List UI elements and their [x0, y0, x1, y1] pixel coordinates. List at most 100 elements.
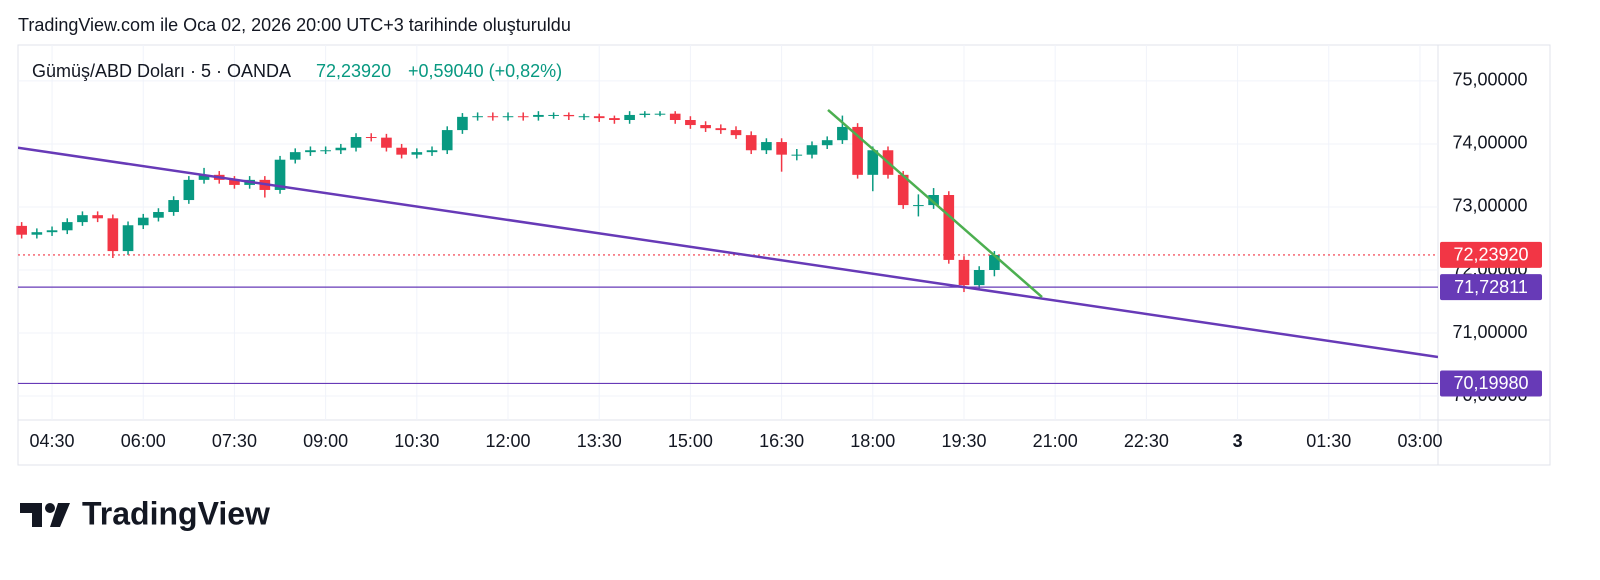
price-label: 72,23920 [1453, 245, 1528, 265]
candle-body [897, 174, 909, 206]
candle-body [61, 222, 73, 231]
x-tick-label: 10:30 [394, 431, 439, 451]
x-tick-label: 03:00 [1397, 431, 1442, 451]
candle-body [487, 116, 499, 118]
candle-body [685, 120, 696, 126]
x-tick-label: 19:30 [941, 431, 986, 451]
candle-body [335, 147, 347, 151]
candle-body [137, 217, 149, 226]
x-tick-label: 22:30 [1124, 431, 1169, 451]
candle-body [958, 259, 970, 286]
candle-body [533, 114, 544, 117]
y-tick-label: 75,00000 [1452, 70, 1527, 90]
candle-body [989, 254, 1000, 270]
logo: TradingView [20, 495, 270, 531]
candle-body [320, 150, 331, 152]
symbol: Gümüş/ABD Doları · 5 · OANDA [32, 61, 291, 81]
candle-body [609, 118, 620, 120]
x-tick-label: 06:00 [121, 431, 166, 451]
candle-body [624, 114, 635, 120]
candle-body [928, 195, 939, 206]
trend-line [827, 108, 1043, 299]
candle-body [761, 142, 772, 151]
candle-body [168, 200, 179, 213]
candle-body [776, 142, 787, 155]
x-tick-label: 01:30 [1306, 431, 1351, 451]
x-tick-label: 3 [1233, 431, 1243, 451]
candle-body [229, 179, 240, 185]
candle-body [700, 125, 711, 129]
caption: TradingView.com ile Oca 02, 2026 20:00 U… [18, 15, 571, 35]
candle-body [274, 159, 286, 190]
candle-body [745, 135, 757, 151]
candle-body [654, 113, 666, 115]
candle-body [715, 128, 727, 131]
x-tick-label: 04:30 [30, 431, 75, 451]
candle-body [31, 232, 43, 235]
candle-body [639, 113, 651, 115]
x-tick-label: 18:00 [850, 431, 895, 451]
candle-body [730, 130, 742, 136]
price-label: 71,72811 [1454, 277, 1528, 297]
candle-body [183, 179, 195, 201]
x-tick-label: 13:30 [577, 431, 622, 451]
candle-body [153, 212, 164, 218]
price-label-box [1440, 370, 1542, 397]
candle-body [943, 195, 955, 260]
y-tick-label: 74,00000 [1452, 133, 1527, 153]
price-label-box [1440, 241, 1542, 268]
candle-body [563, 114, 575, 117]
candle-body [548, 114, 559, 116]
candle-body [305, 150, 316, 153]
x-tick-label: 16:30 [759, 431, 804, 451]
candle-body [867, 150, 879, 175]
candle-body [396, 147, 407, 155]
candle-body [441, 130, 453, 151]
candle-body [593, 116, 605, 119]
candle-body [77, 215, 88, 223]
candle-body [806, 145, 818, 155]
last-price: 72,23920 [316, 61, 391, 81]
candle-body [16, 225, 27, 235]
candle-body [973, 270, 985, 286]
change: +0,59040 (+0,82%) [408, 61, 562, 81]
candle-body [791, 154, 803, 156]
x-tick-label: 09:00 [303, 431, 348, 451]
candle-body [122, 225, 134, 252]
grid [18, 45, 1438, 420]
candle-body [46, 230, 58, 233]
price-label-box [1440, 274, 1542, 301]
brand: TradingView [82, 495, 270, 531]
candle-body [381, 137, 392, 148]
candle-body [457, 116, 468, 131]
candle-body [426, 150, 438, 153]
overlays [18, 108, 1438, 385]
trend-line [18, 146, 1438, 359]
candle-body [578, 116, 590, 118]
candle-body [92, 215, 103, 219]
candle-body [852, 126, 863, 175]
x-tick-label: 15:00 [668, 431, 713, 451]
y-tick-label: 73,00000 [1452, 196, 1527, 216]
x-tick-label: 21:00 [1033, 431, 1078, 451]
candle-body [913, 205, 924, 207]
candle-body [350, 137, 362, 148]
candle-body [107, 218, 119, 252]
candle-body [289, 152, 301, 160]
price-label: 70,19980 [1453, 373, 1528, 393]
candle-body [198, 174, 210, 180]
candle-body [821, 140, 833, 146]
y-tick-label: 71,00000 [1452, 322, 1527, 342]
marks [16, 111, 1000, 293]
candle-body [472, 116, 483, 118]
candle-body [837, 126, 848, 141]
x-tick-label: 12:00 [485, 431, 530, 451]
x-tick-label: 07:30 [212, 431, 257, 451]
candle-body [365, 137, 377, 139]
candle-body [669, 113, 681, 120]
candle-body [517, 116, 529, 118]
candle-body [502, 116, 514, 118]
candle-body [411, 152, 423, 155]
